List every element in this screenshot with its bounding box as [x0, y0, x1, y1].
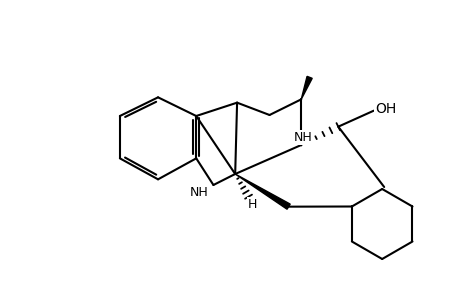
Polygon shape — [235, 174, 290, 209]
Text: H: H — [247, 198, 257, 211]
Text: NH: NH — [293, 130, 312, 143]
Text: OH: OH — [375, 102, 396, 116]
Polygon shape — [301, 76, 312, 99]
Text: NH: NH — [190, 187, 208, 200]
